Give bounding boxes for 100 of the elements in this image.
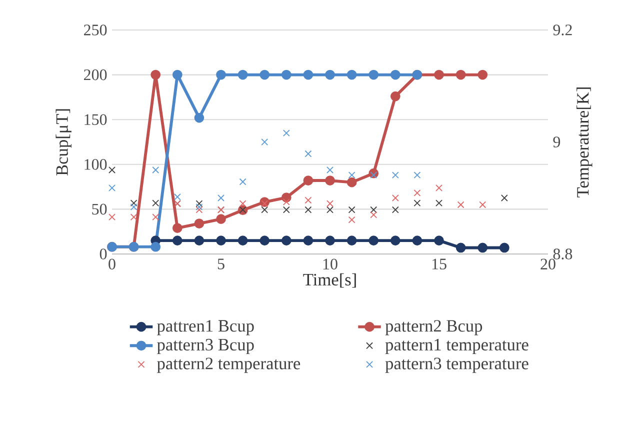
point <box>130 203 138 210</box>
point <box>325 70 335 80</box>
point <box>436 200 442 207</box>
point <box>108 184 116 192</box>
point <box>370 206 378 214</box>
y-tick-label: 100 <box>84 159 107 170</box>
x-axis-title: Time[s] <box>303 273 356 288</box>
point <box>346 70 357 80</box>
point <box>434 70 444 80</box>
point <box>479 201 486 208</box>
point <box>390 236 400 246</box>
point <box>239 178 246 186</box>
y-axis-title: Bcup[μT] <box>56 109 72 176</box>
y-tick-label: 250 <box>84 24 107 36</box>
point <box>348 216 356 224</box>
point <box>261 200 268 208</box>
point <box>325 236 335 246</box>
point <box>196 206 203 214</box>
point <box>390 91 400 102</box>
point <box>456 70 466 80</box>
point <box>172 236 182 246</box>
y-tick-label: 50 <box>92 204 107 215</box>
point <box>348 206 356 214</box>
point <box>281 236 292 246</box>
point <box>303 70 314 80</box>
point <box>436 184 442 192</box>
point <box>216 236 226 246</box>
point <box>172 70 182 80</box>
point <box>414 172 421 179</box>
point <box>348 172 356 179</box>
point <box>499 242 510 253</box>
y2-tick-label: 9.2 <box>553 24 572 36</box>
y-tick-label: 150 <box>84 114 107 125</box>
legend-label: pattern2 temperature <box>157 358 300 373</box>
point <box>261 206 268 214</box>
point <box>392 206 399 214</box>
point <box>108 214 116 221</box>
point <box>172 223 182 233</box>
point <box>326 166 334 174</box>
point <box>457 201 464 208</box>
point <box>326 206 334 214</box>
y-tick-label: 0 <box>100 248 107 260</box>
point <box>194 236 204 246</box>
point <box>414 200 421 207</box>
legend-label: pattern1 temperature <box>385 338 528 354</box>
point <box>260 70 270 80</box>
point <box>370 211 378 218</box>
point <box>196 200 203 208</box>
point <box>194 218 204 228</box>
point <box>346 177 357 188</box>
point <box>282 206 290 214</box>
point <box>239 200 246 208</box>
point <box>152 200 160 207</box>
y2-tick-label: 9 <box>553 136 560 148</box>
y-tick-label: 200 <box>84 69 107 80</box>
point <box>346 236 357 246</box>
point <box>282 130 290 137</box>
point <box>260 236 270 246</box>
point <box>478 70 488 80</box>
point <box>303 236 314 246</box>
point <box>150 242 161 252</box>
point <box>325 176 335 186</box>
point <box>130 200 138 207</box>
point <box>152 166 160 174</box>
point <box>150 70 161 80</box>
point <box>216 70 226 80</box>
x-tick-label: 5 <box>218 258 224 270</box>
point <box>326 200 334 208</box>
point <box>412 236 422 246</box>
point <box>194 112 204 123</box>
point <box>303 176 314 186</box>
point <box>414 189 421 196</box>
x-tick-label: 20 <box>540 258 556 270</box>
point <box>478 242 488 253</box>
point <box>368 70 379 80</box>
legend-label: pattren1 Bcup <box>157 320 254 336</box>
point <box>216 214 226 224</box>
point <box>304 206 312 214</box>
point <box>304 150 312 158</box>
point <box>500 194 508 202</box>
point <box>392 194 399 202</box>
point <box>130 214 138 221</box>
point <box>434 236 444 246</box>
point <box>370 172 378 179</box>
point <box>196 203 203 210</box>
point <box>368 236 379 246</box>
x-tick-label: 0 <box>108 258 116 270</box>
y2-axis-title: Temperature[K] <box>576 88 592 198</box>
point <box>281 70 292 80</box>
point <box>456 242 466 253</box>
legend-label: pattern3 temperature <box>385 358 528 373</box>
point <box>390 70 400 80</box>
x-tick-label: 15 <box>432 258 446 270</box>
point <box>261 138 268 146</box>
point <box>238 70 248 80</box>
legend-label: pattern2 Bcup <box>385 320 482 336</box>
legend-label: pattern3 Bcup <box>157 338 254 354</box>
point <box>152 214 160 221</box>
point <box>108 166 116 174</box>
point <box>282 198 290 206</box>
